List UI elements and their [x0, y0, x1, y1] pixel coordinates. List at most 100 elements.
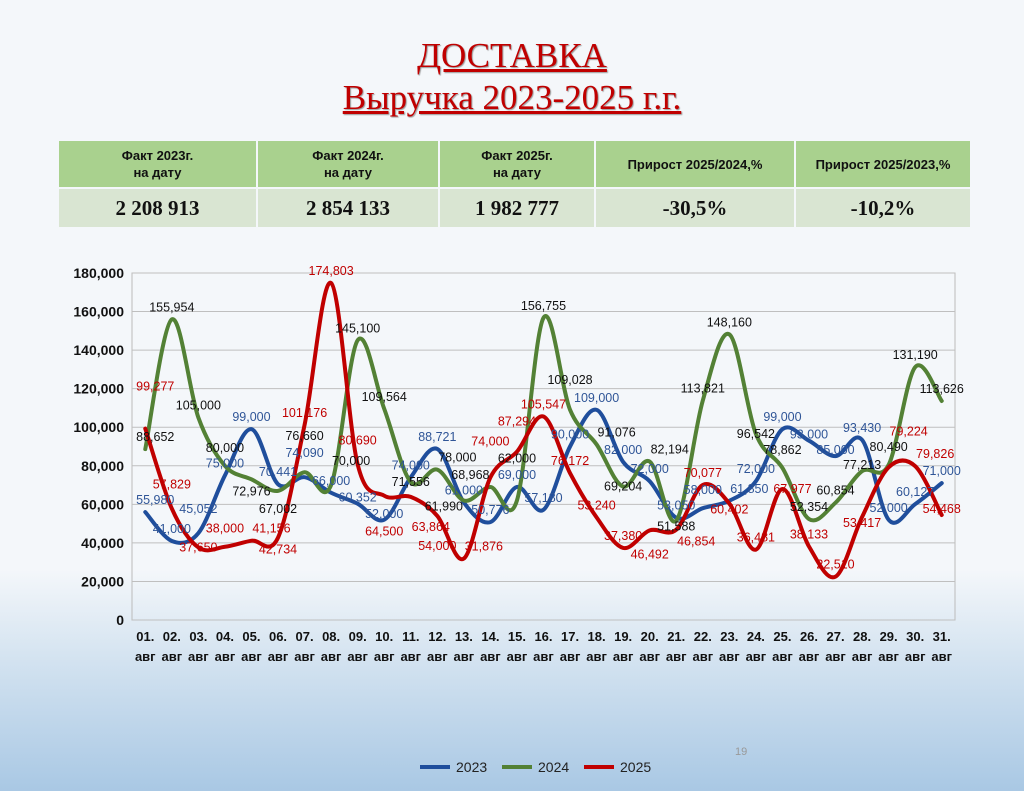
data-label-2025: 37,380 [604, 529, 642, 543]
x-tick-label-month: авг [507, 649, 528, 664]
data-label-2024: 51,588 [657, 520, 695, 534]
data-label-2023: 72,000 [631, 462, 669, 476]
x-tick-label-month: авг [613, 649, 634, 664]
data-label-2023: 75,000 [206, 456, 244, 470]
slide-subtitle: Выручка 2023-2025 г.г. [342, 78, 682, 117]
data-label-2023: 61,850 [730, 482, 768, 496]
series-line-2023 [143, 407, 944, 545]
x-tick-label-month: авг [560, 649, 581, 664]
data-label-2023: 53,050 [657, 499, 695, 513]
x-tick-label-month: авг [347, 649, 368, 664]
x-tick-label-month: авг [215, 649, 236, 664]
data-label-2025: 53,240 [577, 498, 615, 512]
data-label-2024: 145,100 [335, 321, 380, 335]
x-tick-label: 01. [136, 629, 154, 644]
x-tick-label-month: авг [480, 649, 501, 664]
data-label-2024: 148,160 [707, 315, 752, 329]
y-tick-label: 160,000 [73, 304, 124, 320]
data-label-2025: 67,977 [773, 482, 811, 496]
y-tick-label: 60,000 [81, 496, 124, 512]
data-label-2025: 41,156 [252, 522, 290, 536]
x-tick-label: 17. [561, 629, 579, 644]
data-label-2025: 31,876 [465, 540, 503, 554]
data-label-2023: 93,000 [790, 428, 828, 442]
data-label-2023: 99,000 [232, 410, 270, 424]
data-label-2023: 45,052 [179, 502, 217, 516]
x-tick-label: 22. [694, 629, 712, 644]
data-label-2025: 46,492 [631, 547, 669, 561]
data-label-2023: 71,000 [923, 464, 961, 478]
header-text: Факт 2023г. [121, 148, 194, 163]
summary-values-row: 2 208 913 2 854 133 1 982 777 -30,5% -10… [57, 187, 972, 229]
y-tick-label: 120,000 [73, 381, 124, 397]
y-tick-label: 80,000 [81, 458, 124, 474]
data-label-2023: 70,441 [259, 465, 297, 479]
x-tick-label: 28. [853, 629, 871, 644]
header-text: Факт 2025г. [481, 148, 553, 163]
x-tick-label: 16. [534, 629, 552, 644]
data-label-2025: 54,000 [418, 539, 456, 553]
data-label-2023: 57,180 [524, 491, 562, 505]
x-tick-label-month: авг [639, 649, 660, 664]
y-tick-label: 140,000 [73, 342, 124, 358]
data-label-2023: 99,000 [763, 410, 801, 424]
data-label-2023: 74,000 [392, 458, 430, 472]
data-label-2023: 61,000 [445, 483, 483, 497]
x-tick-label-month: авг [586, 649, 607, 664]
x-tick-label: 30. [906, 629, 924, 644]
data-label-2023: 60,352 [339, 491, 377, 505]
legend-label-2023: 2023 [456, 759, 487, 775]
x-tick-label-month: авг [135, 649, 156, 664]
data-label-2024: 72,976 [232, 484, 270, 498]
x-tick-label-month: авг [746, 649, 767, 664]
data-label-2025: 76,172 [551, 454, 589, 468]
data-label-2025: 46,854 [677, 535, 715, 549]
x-tick-label: 07. [296, 629, 314, 644]
data-label-2024: 105,000 [176, 399, 221, 413]
data-label-2024: 76,660 [285, 429, 323, 443]
y-tick-label: 0 [116, 612, 124, 628]
data-label-2025: 174,803 [309, 264, 354, 278]
slide-title: ДОСТАВКА [417, 36, 607, 75]
data-label-2023: 109,000 [574, 391, 619, 405]
data-label-2025: 38,000 [206, 522, 244, 536]
summary-header-row: Факт 2023г. на дату Факт 2024г. на дату Фа… [57, 139, 972, 189]
header-text: Факт 2024г. [312, 148, 384, 163]
data-label-2024: 80,490 [870, 440, 908, 454]
data-label-2024: 68,968 [451, 468, 489, 482]
data-label-2025: 79,826 [916, 447, 954, 461]
data-label-2025: 79,224 [890, 424, 928, 438]
x-tick-label-month: авг [852, 649, 873, 664]
data-label-2024: 131,190 [893, 348, 938, 362]
x-tick-label: 12. [428, 629, 446, 644]
data-label-2025: 42,734 [259, 543, 297, 557]
data-label-2024: 78,862 [763, 443, 801, 457]
y-tick-label: 40,000 [81, 535, 124, 551]
x-tick-label: 06. [269, 629, 287, 644]
data-label-2024: 80,000 [206, 441, 244, 455]
y-tick-label: 180,000 [73, 265, 124, 281]
x-tick-label-month: авг [241, 649, 262, 664]
value-growth-2025-2024: -30,5% [594, 187, 796, 229]
data-label-2023: 85,000 [816, 443, 854, 457]
data-label-2024: 82,194 [651, 443, 689, 457]
data-label-2024: 62,000 [498, 451, 536, 465]
header-fact-2024: Факт 2024г. на дату [256, 139, 440, 189]
x-tick-label-month: авг [188, 649, 209, 664]
data-label-2023: 69,000 [498, 468, 536, 482]
x-tick-label-month: авг [825, 649, 846, 664]
data-label-2025: 80,690 [339, 433, 377, 447]
data-label-2023: 82,000 [604, 443, 642, 457]
data-label-2024: 156,755 [521, 299, 566, 313]
x-tick-label: 21. [667, 629, 685, 644]
data-label-2023: 88,721 [418, 430, 456, 444]
x-tick-label: 24. [747, 629, 765, 644]
x-tick-label-month: авг [454, 649, 475, 664]
x-tick-label: 03. [189, 629, 207, 644]
data-label-2024: 60,854 [816, 484, 854, 498]
x-tick-label: 02. [163, 629, 181, 644]
x-tick-label-month: авг [427, 649, 448, 664]
x-tick-label: 11. [402, 629, 419, 644]
x-tick-label: 15. [508, 629, 526, 644]
